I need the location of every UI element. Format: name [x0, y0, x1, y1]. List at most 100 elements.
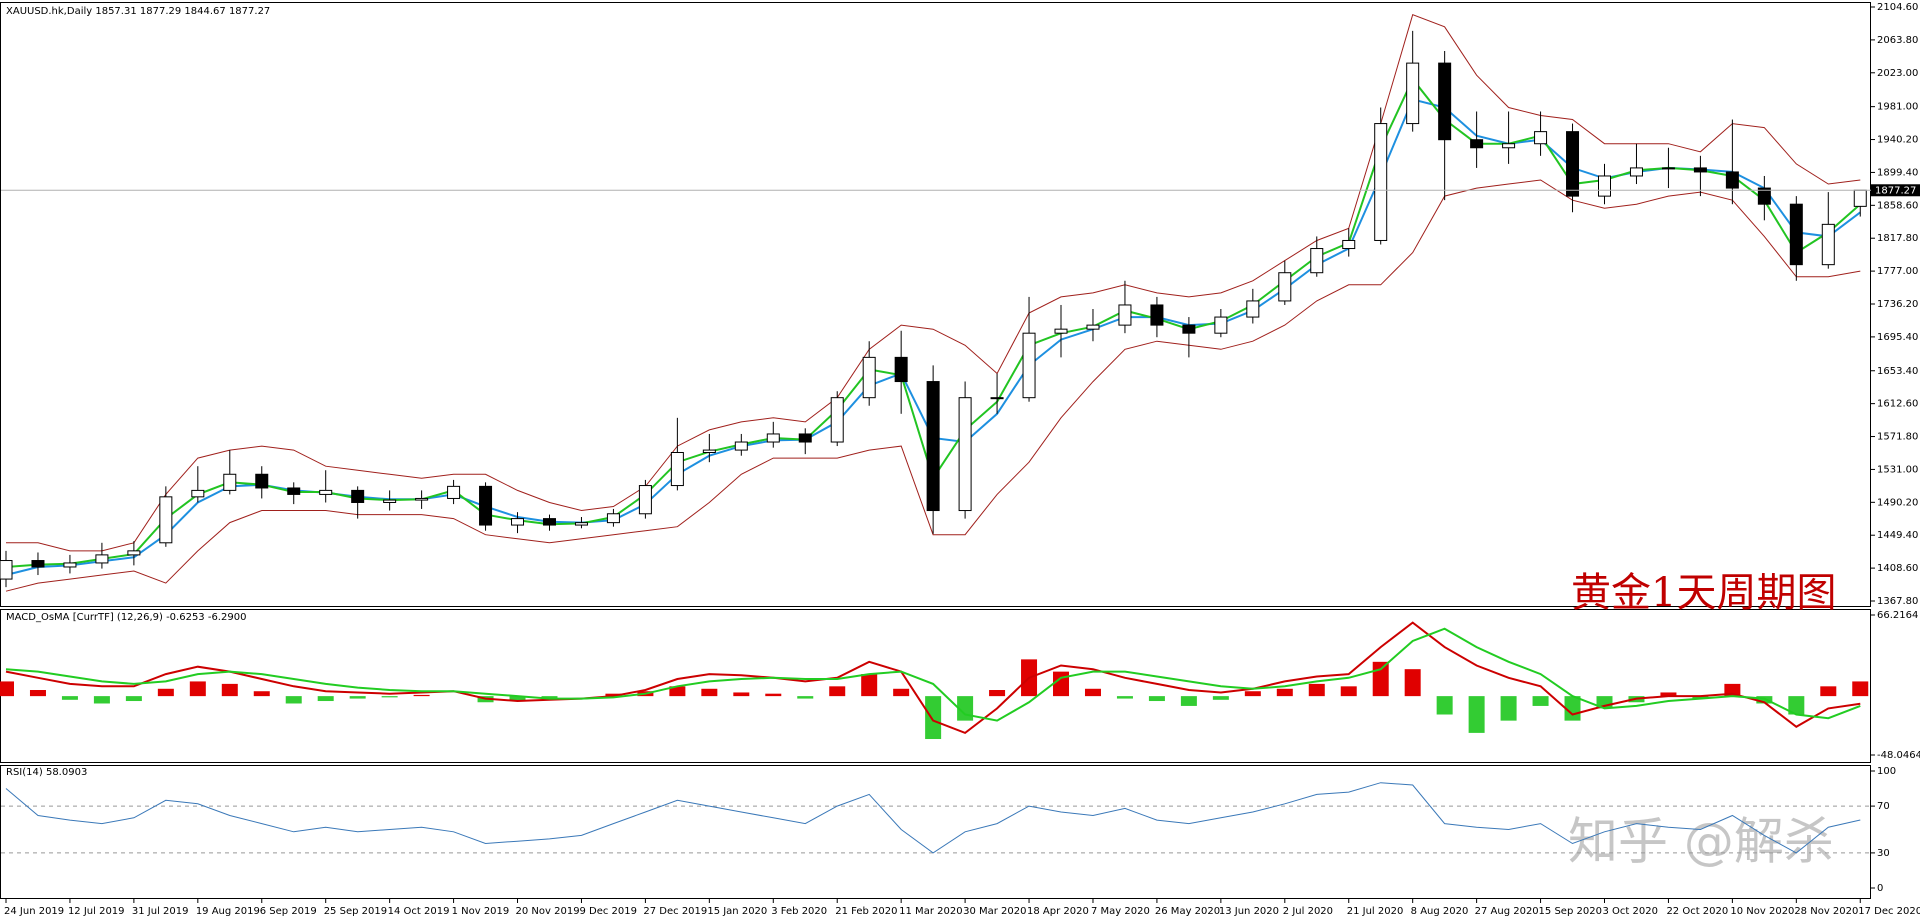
histogram-bar	[669, 686, 686, 697]
candle-body	[1566, 131, 1580, 197]
candle-body	[1118, 304, 1132, 326]
histogram-bar	[413, 694, 430, 697]
histogram-bar	[1788, 696, 1805, 715]
rsi-title: RSI(14) 58.0903	[6, 767, 87, 778]
candle-body	[1693, 167, 1707, 173]
y-tick-label: 0	[1877, 883, 1883, 894]
candle-body	[191, 489, 205, 498]
macd-title: MACD_OsMA [CurrTF] (12,26,9) -0.6253 -6.…	[6, 612, 246, 623]
candle-body	[1182, 324, 1196, 334]
candle-body	[383, 499, 397, 503]
y-tick-label: 1736.20	[1877, 299, 1918, 310]
x-tick-label: 15 Jan 2020	[707, 906, 767, 917]
x-tick-label: 15 Sep 2020	[1539, 906, 1602, 917]
y-tick-label: 2023.00	[1877, 68, 1918, 79]
histogram-bar	[1308, 683, 1325, 697]
x-tick-label: 21 Jul 2020	[1347, 906, 1404, 917]
histogram-bar	[1660, 692, 1677, 697]
histogram-bar	[1564, 696, 1581, 721]
y-tick-label: 1940.20	[1877, 135, 1918, 146]
candle-body	[1214, 316, 1228, 334]
candle-body	[127, 550, 141, 556]
x-tick-label: 13 Jun 2020	[1219, 906, 1279, 917]
histogram-bar	[253, 691, 270, 697]
main-panel	[0, 2, 1871, 607]
candle-body	[542, 518, 556, 526]
watermark: 知乎 @解杀	[1568, 813, 1834, 871]
y-tick-label: 1490.20	[1877, 497, 1918, 508]
candle-body	[1310, 248, 1324, 274]
histogram-bar	[0, 681, 14, 697]
histogram-bar	[925, 696, 942, 740]
histogram-bar	[1532, 696, 1549, 706]
candle-body	[1438, 62, 1452, 141]
indicator-line	[5, 179, 1861, 592]
candle-body	[926, 381, 940, 512]
candle-body	[159, 496, 173, 544]
histogram-bar	[221, 683, 238, 697]
candle-body	[447, 485, 461, 499]
macd-line	[5, 621, 1861, 735]
y-tick-label: 66.2164	[1877, 610, 1918, 621]
y-tick-label: 2063.80	[1877, 35, 1918, 46]
y-tick-label: 100	[1877, 766, 1896, 777]
last-price-label: 1877.27	[1875, 185, 1916, 196]
candle-body	[351, 489, 365, 503]
candle-body	[1086, 324, 1100, 330]
y-tick-label: 2104.60	[1877, 2, 1918, 13]
histogram-bar	[189, 681, 206, 697]
candle-body	[670, 452, 684, 487]
rsi-panel	[0, 765, 1871, 899]
candle-body	[319, 489, 333, 495]
histogram-bar	[893, 688, 910, 697]
x-tick-label: 8 Aug 2020	[1411, 906, 1469, 917]
candle-body	[1629, 167, 1643, 177]
last-price-box	[1871, 184, 1920, 197]
candle-body	[95, 554, 109, 564]
candle-body	[958, 397, 972, 512]
histogram-bar	[829, 686, 846, 697]
x-tick-label: 3 Oct 2020	[1603, 906, 1658, 917]
histogram-bar	[1404, 669, 1421, 697]
x-tick-label: 21 Feb 2020	[835, 906, 897, 917]
candle-body	[702, 449, 716, 453]
x-tick-label: 1 Nov 2019	[452, 906, 510, 917]
x-tick-label: 25 Sep 2019	[324, 906, 387, 917]
x-tick-label: 28 Nov 2020	[1794, 906, 1858, 917]
candle-body	[479, 485, 493, 526]
candle-body	[638, 485, 652, 515]
histogram-bar	[733, 692, 750, 697]
x-tick-label: 14 Oct 2019	[388, 906, 450, 917]
histogram-bar	[285, 696, 302, 704]
x-tick-label: 2 Jul 2020	[1283, 906, 1333, 917]
macd-line	[5, 627, 1861, 722]
candle-body	[415, 497, 429, 501]
histogram-bar	[765, 693, 782, 697]
histogram-bar	[381, 696, 398, 698]
candle-body	[0, 560, 13, 580]
candle-body	[1725, 171, 1739, 189]
histogram-bar	[125, 696, 142, 702]
x-tick-label: 12 Jul 2019	[68, 906, 125, 917]
histogram-bar	[1500, 696, 1517, 721]
y-tick-label: -48.0464	[1877, 750, 1920, 761]
histogram-bar	[1180, 696, 1197, 706]
candle-body	[287, 487, 301, 495]
x-tick-label: 27 Dec 2019	[643, 906, 707, 917]
histogram-bar	[61, 696, 78, 700]
candle-body	[1502, 143, 1516, 149]
candle-body	[574, 522, 588, 526]
histogram-bar	[797, 696, 814, 699]
x-tick-label: 24 Jun 2019	[4, 906, 64, 917]
histogram-bar	[349, 696, 366, 699]
x-tick-label: 22 Oct 2020	[1666, 906, 1728, 917]
annotation: 黄金1天周期图	[1571, 570, 1836, 616]
histogram-bar	[1244, 691, 1261, 697]
x-tick-label: 17 Dec 2020	[1858, 906, 1920, 917]
histogram-bar	[93, 696, 110, 704]
candle-body	[1342, 239, 1356, 250]
candle-body	[63, 562, 77, 568]
histogram-bar	[1340, 686, 1357, 697]
candle-body	[31, 560, 45, 568]
x-tick-label: 26 May 2020	[1155, 906, 1220, 917]
